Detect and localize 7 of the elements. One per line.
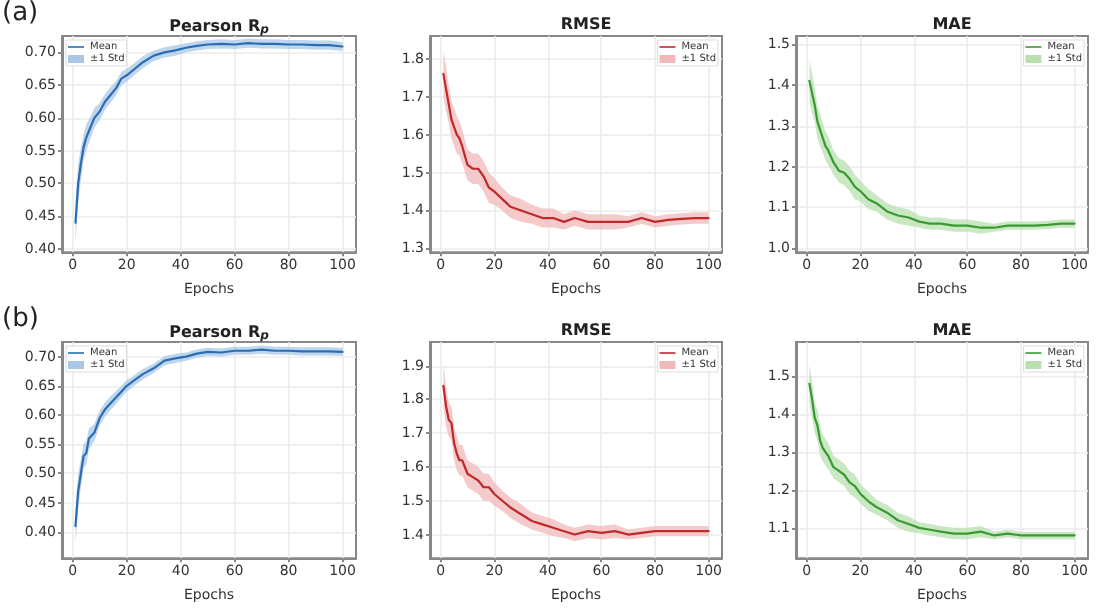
chart-title: RMSE [560, 15, 612, 33]
chart-title: RMSE [560, 320, 612, 338]
text: (a) [2, 0, 39, 28]
line-series [442, 72, 710, 223]
text: (b) [2, 303, 39, 333]
chart-title: MAE [932, 320, 972, 338]
chart-title: MAE [932, 15, 972, 33]
